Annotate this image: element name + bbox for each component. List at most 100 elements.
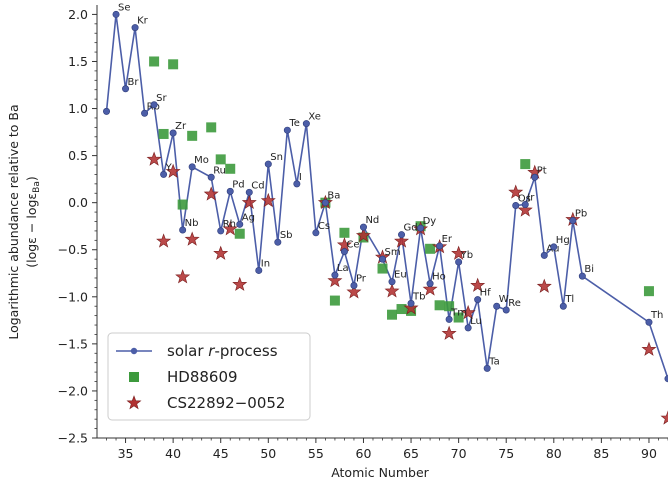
solar-point: [455, 258, 463, 266]
element-label: Eu: [394, 270, 407, 281]
y-tick-label: −0.5: [58, 242, 88, 257]
hd88609-point: [453, 312, 464, 323]
cs22892-point: [403, 300, 419, 315]
solar-point: [264, 160, 272, 168]
element-label: Pr: [356, 274, 367, 285]
cs22892-point: [203, 186, 219, 201]
element-label: Er: [442, 234, 453, 245]
element-label: Pb: [575, 209, 587, 220]
hd88609-point: [329, 295, 340, 306]
legend-frame: [107, 332, 311, 421]
legend-label-solar-ital: r: [208, 342, 215, 360]
solar-point: [436, 242, 444, 250]
hd88609-point: [158, 128, 169, 139]
element-label: Nb: [185, 218, 199, 229]
legend-marker-hd: [129, 372, 139, 382]
solar-point: [359, 223, 367, 231]
solar-series-line: [105, 14, 668, 379]
element-label: Cd: [251, 180, 264, 191]
element-label: Cs: [318, 221, 330, 232]
solar-point: [112, 10, 120, 18]
legend-label-solar: solar r-process: [167, 342, 278, 360]
element-label: Sn: [270, 152, 283, 163]
element-label: Yb: [460, 250, 473, 261]
solar-point: [312, 229, 320, 237]
element-label: In: [261, 258, 270, 269]
element-label: Ag: [242, 212, 255, 223]
solar-point: [150, 101, 158, 109]
solar-point: [245, 188, 253, 196]
cs22892-point: [460, 304, 476, 320]
cs22892-point: [327, 272, 343, 288]
legend: solar r-process HD88609 CS22892−0052: [107, 332, 311, 421]
solar-point: [493, 302, 501, 310]
cs22892-point: [517, 202, 533, 217]
solar-point: [131, 24, 139, 32]
y-tick-label: 1.5: [68, 54, 88, 69]
cs22892-point: [470, 277, 486, 292]
solar-point: [464, 324, 472, 332]
y-axis-title-end: ): [24, 176, 39, 181]
y-axis-title-sub: Ba: [32, 181, 42, 193]
solar-point: [407, 299, 415, 307]
hd88609-point: [168, 59, 179, 70]
hd88609-point: [225, 163, 236, 174]
solar-point: [378, 255, 386, 263]
element-label: Mo: [194, 155, 209, 166]
hd88609-point: [520, 159, 531, 170]
cs22892-point: [222, 221, 238, 236]
element-label: Xe: [308, 112, 321, 123]
element-label: Rh: [223, 219, 236, 230]
hd88609-point: [643, 286, 654, 297]
hd88609-point: [377, 263, 388, 274]
element-label: Ho: [432, 272, 446, 283]
solar-point: [417, 224, 425, 232]
element-label: Ir: [527, 193, 535, 204]
cs22892-point: [536, 278, 552, 293]
x-tick-label: 70: [451, 446, 467, 461]
element-label: Ta: [488, 356, 500, 367]
solar-point: [169, 129, 177, 137]
element-label: Pd: [232, 179, 244, 190]
solar-point: [103, 107, 111, 115]
solar-point: [283, 126, 291, 134]
ticks-layer: 35 40 45 50 55 60 65 70 75 80 85 90 −2.5 −2.0 −1.5 −1.0…: [58, 7, 668, 461]
solar-point: [217, 227, 225, 235]
y-tick-label: 2.0: [68, 7, 88, 22]
element-label: Os: [518, 193, 531, 204]
y-tick-label: −1.5: [58, 336, 88, 351]
solar-point: [398, 231, 406, 239]
hd88609-point: [434, 300, 445, 311]
element-label: Sr: [156, 93, 167, 104]
legend-marker-solar: [130, 347, 138, 355]
solar-point: [179, 226, 187, 234]
solar-point: [512, 201, 520, 209]
cs22892-point: [175, 269, 191, 284]
legend-label-solar-pre: solar: [167, 342, 208, 360]
element-label: Tl: [564, 294, 574, 305]
solar-point: [426, 280, 434, 288]
element-label: Br: [128, 77, 140, 88]
x-tick-label: 35: [118, 446, 134, 461]
x-tick-label: 55: [308, 446, 324, 461]
solar-point: [122, 85, 130, 93]
solar-point: [540, 251, 548, 259]
cs22892-point: [422, 281, 438, 296]
hd88609-point: [339, 227, 350, 238]
hd88609-point: [387, 309, 398, 320]
y-axis-title-line1: Logarithmic abundance relative to Ba: [6, 104, 21, 339]
legend-marker-cs: [126, 395, 142, 410]
element-label: Sb: [280, 230, 293, 241]
element-label: Ce: [346, 240, 359, 251]
element-label: Hg: [556, 235, 570, 246]
element-label: Se: [118, 2, 130, 13]
x-tick-label: 65: [403, 446, 419, 461]
solar-point: [141, 109, 149, 117]
solar-point: [236, 220, 244, 228]
cs22892-point: [346, 284, 362, 299]
solar-point: [483, 364, 491, 372]
cs22892-point: [355, 227, 371, 242]
y-tick-label: 0.5: [68, 148, 88, 163]
x-tick-label: 60: [356, 446, 372, 461]
y-tick-label: 1.0: [68, 101, 88, 116]
